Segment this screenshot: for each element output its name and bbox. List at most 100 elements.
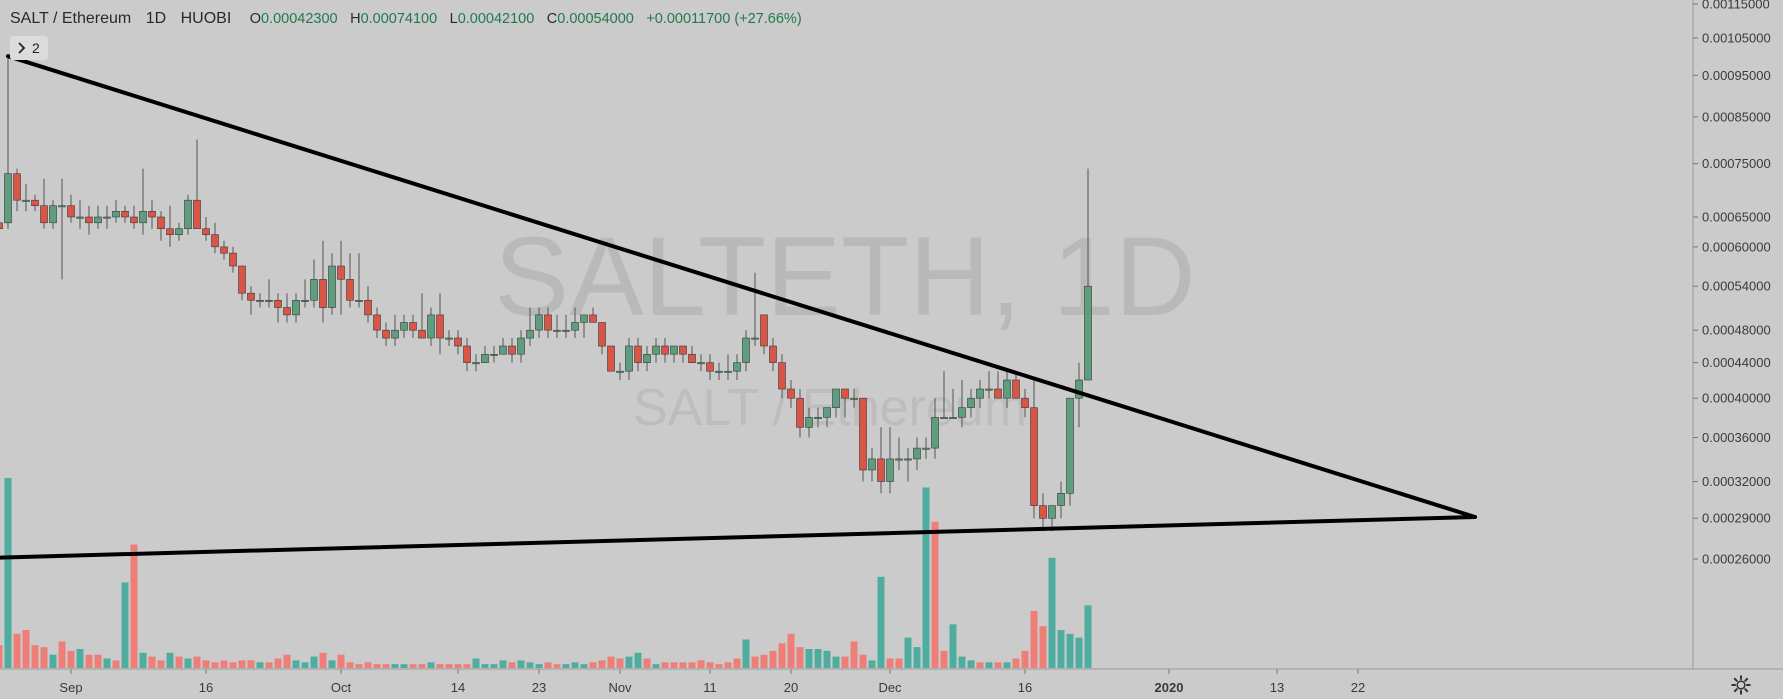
symbol-name[interactable]: SALT / Ethereum [10, 10, 132, 27]
candle-body [454, 337, 462, 347]
volume-bar [517, 660, 525, 668]
volume-bar [364, 662, 372, 668]
timeframe[interactable]: 1D [145, 10, 167, 27]
candle-body [904, 458, 912, 461]
price-tick-label: 0.00105000 [1702, 31, 1771, 46]
volume-bar [418, 664, 426, 668]
candle [400, 314, 408, 338]
candle-body [616, 370, 624, 373]
volume-bar [994, 662, 1002, 668]
candle [598, 322, 606, 355]
candle-body [688, 353, 696, 363]
candle [58, 178, 66, 280]
candle-body [112, 211, 120, 218]
volume-bar [148, 656, 156, 668]
candle [292, 293, 300, 323]
candle-body [139, 211, 147, 224]
candle [634, 338, 642, 372]
candle [202, 217, 210, 241]
candle-body [463, 345, 471, 363]
candle-body [490, 353, 498, 356]
candle [256, 293, 264, 308]
volume-bar [175, 656, 183, 668]
volume-bar [247, 660, 255, 668]
volume-bar [922, 487, 930, 668]
candle-body [778, 362, 786, 390]
volume-bar [283, 654, 291, 668]
volume-bar [499, 660, 507, 668]
candle-body [1057, 492, 1065, 506]
volume-bar [292, 660, 300, 668]
candle [751, 272, 759, 346]
trendline-descending-resistance[interactable] [6, 54, 1477, 519]
candle [760, 314, 768, 355]
volume-bar [256, 662, 264, 668]
candle-body [418, 329, 426, 339]
candle-body [661, 345, 669, 355]
candle [967, 389, 975, 418]
candle-body [4, 173, 12, 224]
candle [922, 437, 930, 459]
volume-bar [724, 662, 732, 668]
ohlc-low: L0.00042100 [449, 11, 535, 27]
volume-bar [679, 662, 687, 668]
candle-body [967, 397, 975, 408]
candle [580, 314, 588, 338]
volume-bar [202, 660, 210, 668]
candle [499, 338, 507, 355]
volume-bar [760, 654, 768, 668]
trendline-ascending-support[interactable] [0, 515, 1477, 560]
price-axis[interactable]: 0.00115000 0.00105000 0.00095000 0.00085000… [1693, 0, 1771, 567]
price-tick-label: 0.00040000 [1702, 391, 1771, 406]
candle-body [670, 345, 678, 355]
volume-bar [1039, 626, 1047, 668]
candle [940, 371, 948, 419]
candle-body [166, 228, 174, 235]
time-axis[interactable]: Sep 16 Oct 14 23 Nov 11 20 Dec 16 2020 13 22 [59, 669, 1365, 695]
volume-bar [1066, 633, 1074, 668]
candle [1057, 481, 1065, 519]
candle [913, 437, 921, 470]
volume-bar [76, 649, 84, 668]
price-tick-label: 0.00036000 [1702, 430, 1771, 445]
volume-bar [535, 664, 543, 668]
volume-bar [949, 624, 957, 668]
candle [1075, 362, 1083, 428]
gear-icon[interactable] [1730, 674, 1752, 696]
candle [562, 314, 570, 338]
candle [697, 354, 705, 372]
volume-bar [913, 647, 921, 668]
price-tick-label: 0.00065000 [1702, 210, 1771, 225]
volume-bar [553, 664, 561, 668]
trendlines[interactable] [0, 54, 1477, 560]
candle [409, 314, 417, 338]
candle [418, 293, 426, 339]
volume-bar [22, 630, 30, 668]
candle-body [40, 205, 48, 224]
candle-body [31, 199, 39, 206]
candle [445, 330, 453, 346]
candle [643, 346, 651, 372]
volume-bar [598, 660, 606, 668]
volume-bar [130, 544, 138, 668]
candle-body [409, 322, 417, 331]
candle [103, 205, 111, 229]
volume-bar [778, 643, 786, 668]
indicators-toggle-button[interactable]: 2 [10, 36, 48, 60]
candle-body [1048, 505, 1056, 519]
candle [949, 389, 957, 419]
candle-body [724, 370, 732, 373]
candle [148, 200, 156, 229]
candle [139, 168, 147, 235]
candle [823, 407, 831, 428]
candle [229, 246, 237, 273]
candle-body [211, 234, 219, 248]
price-tick-label: 0.00029000 [1702, 511, 1771, 526]
candle [895, 437, 903, 470]
volume-bar [229, 662, 237, 668]
volume-bar [940, 650, 948, 668]
candle-body [400, 322, 408, 331]
time-tick-label: 22 [1351, 680, 1365, 695]
volume-bar [616, 658, 624, 668]
